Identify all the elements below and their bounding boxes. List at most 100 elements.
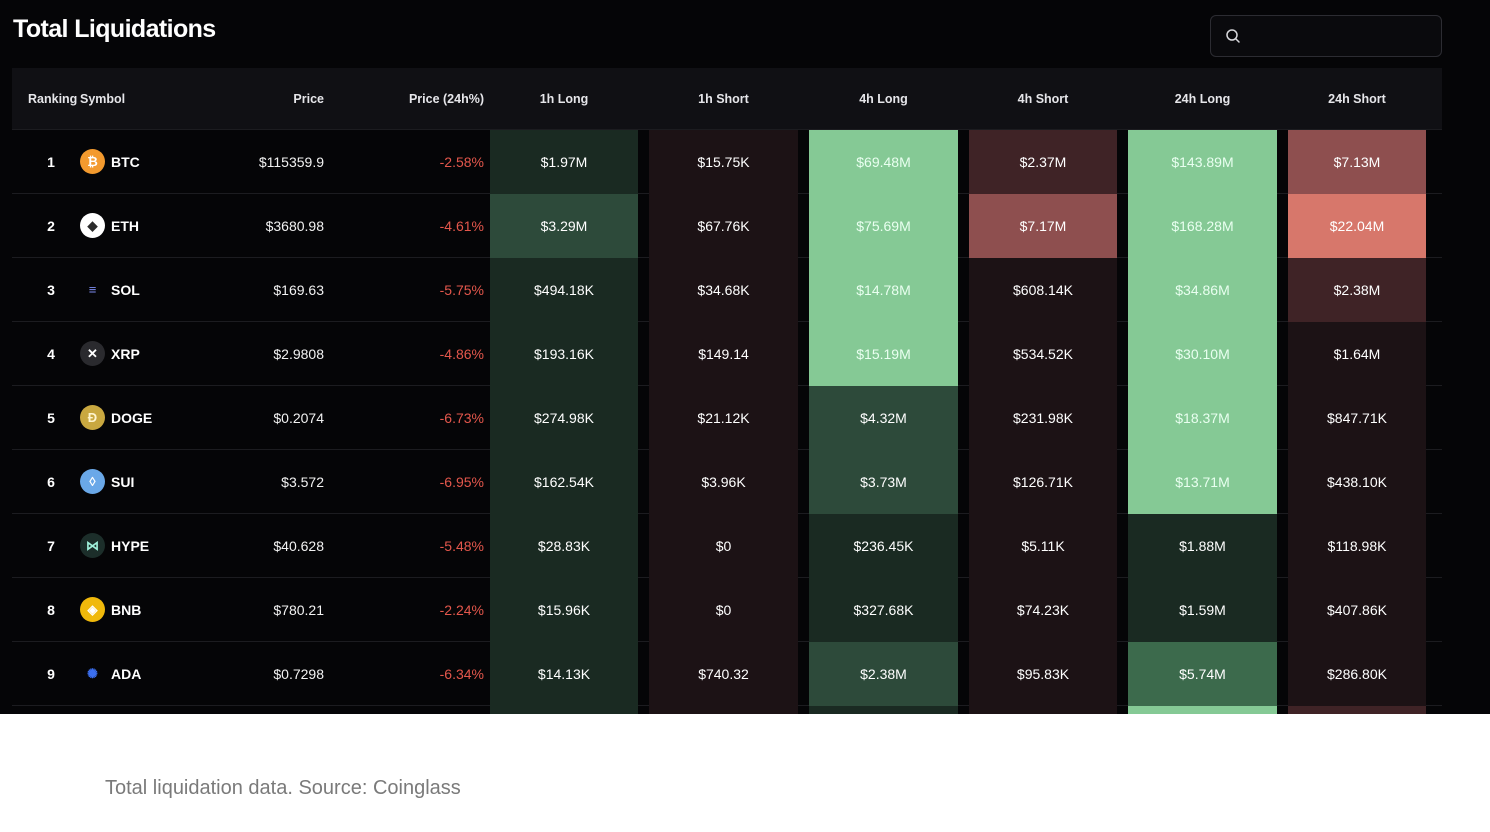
price-change-cell: -5.75%: [439, 282, 484, 298]
symbol-cell[interactable]: ◈ BNB: [80, 578, 230, 642]
h24-short-cell: $22.04M: [1288, 194, 1426, 258]
table-row[interactable]: 2 ◆ ETH $3680.98 -4.61% $3.29M $67.76K $75.69M $…: [12, 194, 1442, 258]
symbol-cell[interactable]: ⋈ HYPE: [80, 514, 230, 578]
h24-long-cell: $13.71M: [1128, 450, 1277, 514]
col-price[interactable]: Price: [293, 92, 324, 106]
rank-cell: 3: [47, 282, 55, 298]
h24-short-cell: $7.13M: [1288, 130, 1426, 194]
symbol-label: XRP: [111, 346, 140, 362]
liquidations-table: Ranking Symbol Price Price (24h%) 1h Lon…: [12, 68, 1442, 714]
bnb-icon: ◈: [80, 597, 105, 622]
h1-long-cell: $1.97M: [490, 130, 638, 194]
h24-long-cell: $30.10M: [1128, 322, 1277, 386]
partial-cell: [969, 706, 1117, 714]
symbol-label: SUI: [111, 474, 135, 490]
h24-long-cell: $18.37M: [1128, 386, 1277, 450]
h4-long-cell: $236.45K: [809, 514, 958, 578]
table-row[interactable]: 1 ₿ BTC $115359.9 -2.58% $1.97M $15.75K $69.48M…: [12, 130, 1442, 194]
col-4h-short[interactable]: 4h Short: [1017, 92, 1069, 106]
partial-cell: [1288, 706, 1426, 714]
col-ranking[interactable]: Ranking: [28, 92, 78, 106]
symbol-label: SOL: [111, 282, 140, 298]
symbol-cell[interactable]: ✕ XRP: [80, 322, 230, 386]
rank-cell: 1: [47, 154, 55, 170]
h1-short-cell: $740.32: [649, 642, 798, 706]
col-24h-short[interactable]: 24h Short: [1328, 92, 1386, 106]
symbol-cell[interactable]: Ð DOGE: [80, 386, 230, 450]
table-row-partial: [12, 706, 1442, 714]
search-box[interactable]: [1210, 15, 1442, 57]
symbol-label: BTC: [111, 154, 140, 170]
table-row[interactable]: 5 Ð DOGE $0.2074 -6.73% $274.98K $21.12K $4.32M…: [12, 386, 1442, 450]
symbol-cell[interactable]: ≡ SOL: [80, 258, 230, 322]
price-cell: $3680.98: [265, 218, 324, 234]
h24-long-cell: $5.74M: [1128, 642, 1277, 706]
sui-icon: ◊: [80, 469, 105, 494]
table-row[interactable]: 9 ✺ ADA $0.7298 -6.34% $14.13K $740.32 $2.38M $9…: [12, 642, 1442, 706]
image-caption: Total liquidation data. Source: Coinglas…: [105, 777, 461, 799]
rank-cell: 4: [47, 346, 55, 362]
h1-long-cell: $274.98K: [490, 386, 638, 450]
rank-cell: 9: [47, 666, 55, 682]
price-cell: $115359.9: [258, 154, 324, 170]
h4-short-cell: $7.17M: [969, 194, 1117, 258]
symbol-label: ADA: [111, 666, 142, 682]
h4-long-cell: $327.68K: [809, 578, 958, 642]
h1-long-cell: $162.54K: [490, 450, 638, 514]
h1-short-cell: $0: [649, 578, 798, 642]
table-row[interactable]: 7 ⋈ HYPE $40.628 -5.48% $28.83K $0 $236.45K $5.1…: [12, 514, 1442, 578]
symbol-label: DOGE: [111, 410, 153, 426]
partial-cell: [1128, 706, 1277, 714]
price-cell: $40.628: [273, 538, 324, 554]
col-1h-long[interactable]: 1h Long: [539, 92, 589, 106]
h24-short-cell: $847.71K: [1288, 386, 1426, 450]
h4-long-cell: $14.78M: [809, 258, 958, 322]
h1-long-cell: $3.29M: [490, 194, 638, 258]
price-cell: $0.2074: [273, 410, 324, 426]
h24-short-cell: $286.80K: [1288, 642, 1426, 706]
h1-short-cell: $0: [649, 514, 798, 578]
symbol-cell[interactable]: ₿ BTC: [80, 130, 230, 194]
price-cell: $3.572: [281, 474, 324, 490]
col-1h-short[interactable]: 1h Short: [698, 92, 749, 106]
price-cell: $169.63: [273, 282, 324, 298]
h1-long-cell: $494.18K: [490, 258, 638, 322]
rank-cell: 8: [47, 602, 55, 618]
symbol-label: ETH: [111, 218, 139, 234]
h4-short-cell: $95.83K: [969, 642, 1117, 706]
rank-cell: 7: [47, 538, 55, 554]
search-icon: [1226, 29, 1240, 43]
col-symbol[interactable]: Symbol: [80, 92, 126, 106]
h4-short-cell: $74.23K: [969, 578, 1117, 642]
h24-short-cell: $438.10K: [1288, 450, 1426, 514]
h24-short-cell: $118.98K: [1288, 514, 1426, 578]
table-row[interactable]: 6 ◊ SUI $3.572 -6.95% $162.54K $3.96K $3.73M $12…: [12, 450, 1442, 514]
price-change-cell: -6.95%: [439, 474, 484, 490]
col-4h-long[interactable]: 4h Long: [859, 92, 908, 106]
h4-short-cell: $126.71K: [969, 450, 1117, 514]
h24-short-cell: $1.64M: [1288, 322, 1426, 386]
h4-short-cell: $534.52K: [969, 322, 1117, 386]
symbol-cell[interactable]: ◆ ETH: [80, 194, 230, 258]
price-change-cell: -5.48%: [439, 538, 484, 554]
symbol-cell[interactable]: ◊ SUI: [80, 450, 230, 514]
h4-short-cell: $608.14K: [969, 258, 1117, 322]
table-row[interactable]: 8 ◈ BNB $780.21 -2.24% $15.96K $0 $327.68K $74.2…: [12, 578, 1442, 642]
h24-long-cell: $143.89M: [1128, 130, 1277, 194]
h1-short-cell: $21.12K: [649, 386, 798, 450]
h4-short-cell: $2.37M: [969, 130, 1117, 194]
col-24h-long[interactable]: 24h Long: [1174, 92, 1231, 106]
search-input[interactable]: [1249, 24, 1433, 48]
col-price-24h[interactable]: Price (24h%): [408, 92, 484, 106]
price-change-cell: -4.86%: [439, 346, 484, 362]
symbol-label: HYPE: [111, 538, 150, 554]
table-row[interactable]: 3 ≡ SOL $169.63 -5.75% $494.18K $34.68K $14.78M…: [12, 258, 1442, 322]
rank-cell: 2: [47, 218, 55, 234]
table-row[interactable]: 4 ✕ XRP $2.9808 -4.86% $193.16K $149.14 $15.19M…: [12, 322, 1442, 386]
ethereum-icon: ◆: [80, 213, 105, 238]
h24-short-cell: $2.38M: [1288, 258, 1426, 322]
h1-long-cell: $193.16K: [490, 322, 638, 386]
symbol-cell[interactable]: ✺ ADA: [80, 642, 230, 706]
price-change-cell: -2.58%: [439, 154, 484, 170]
h24-long-cell: $1.88M: [1128, 514, 1277, 578]
